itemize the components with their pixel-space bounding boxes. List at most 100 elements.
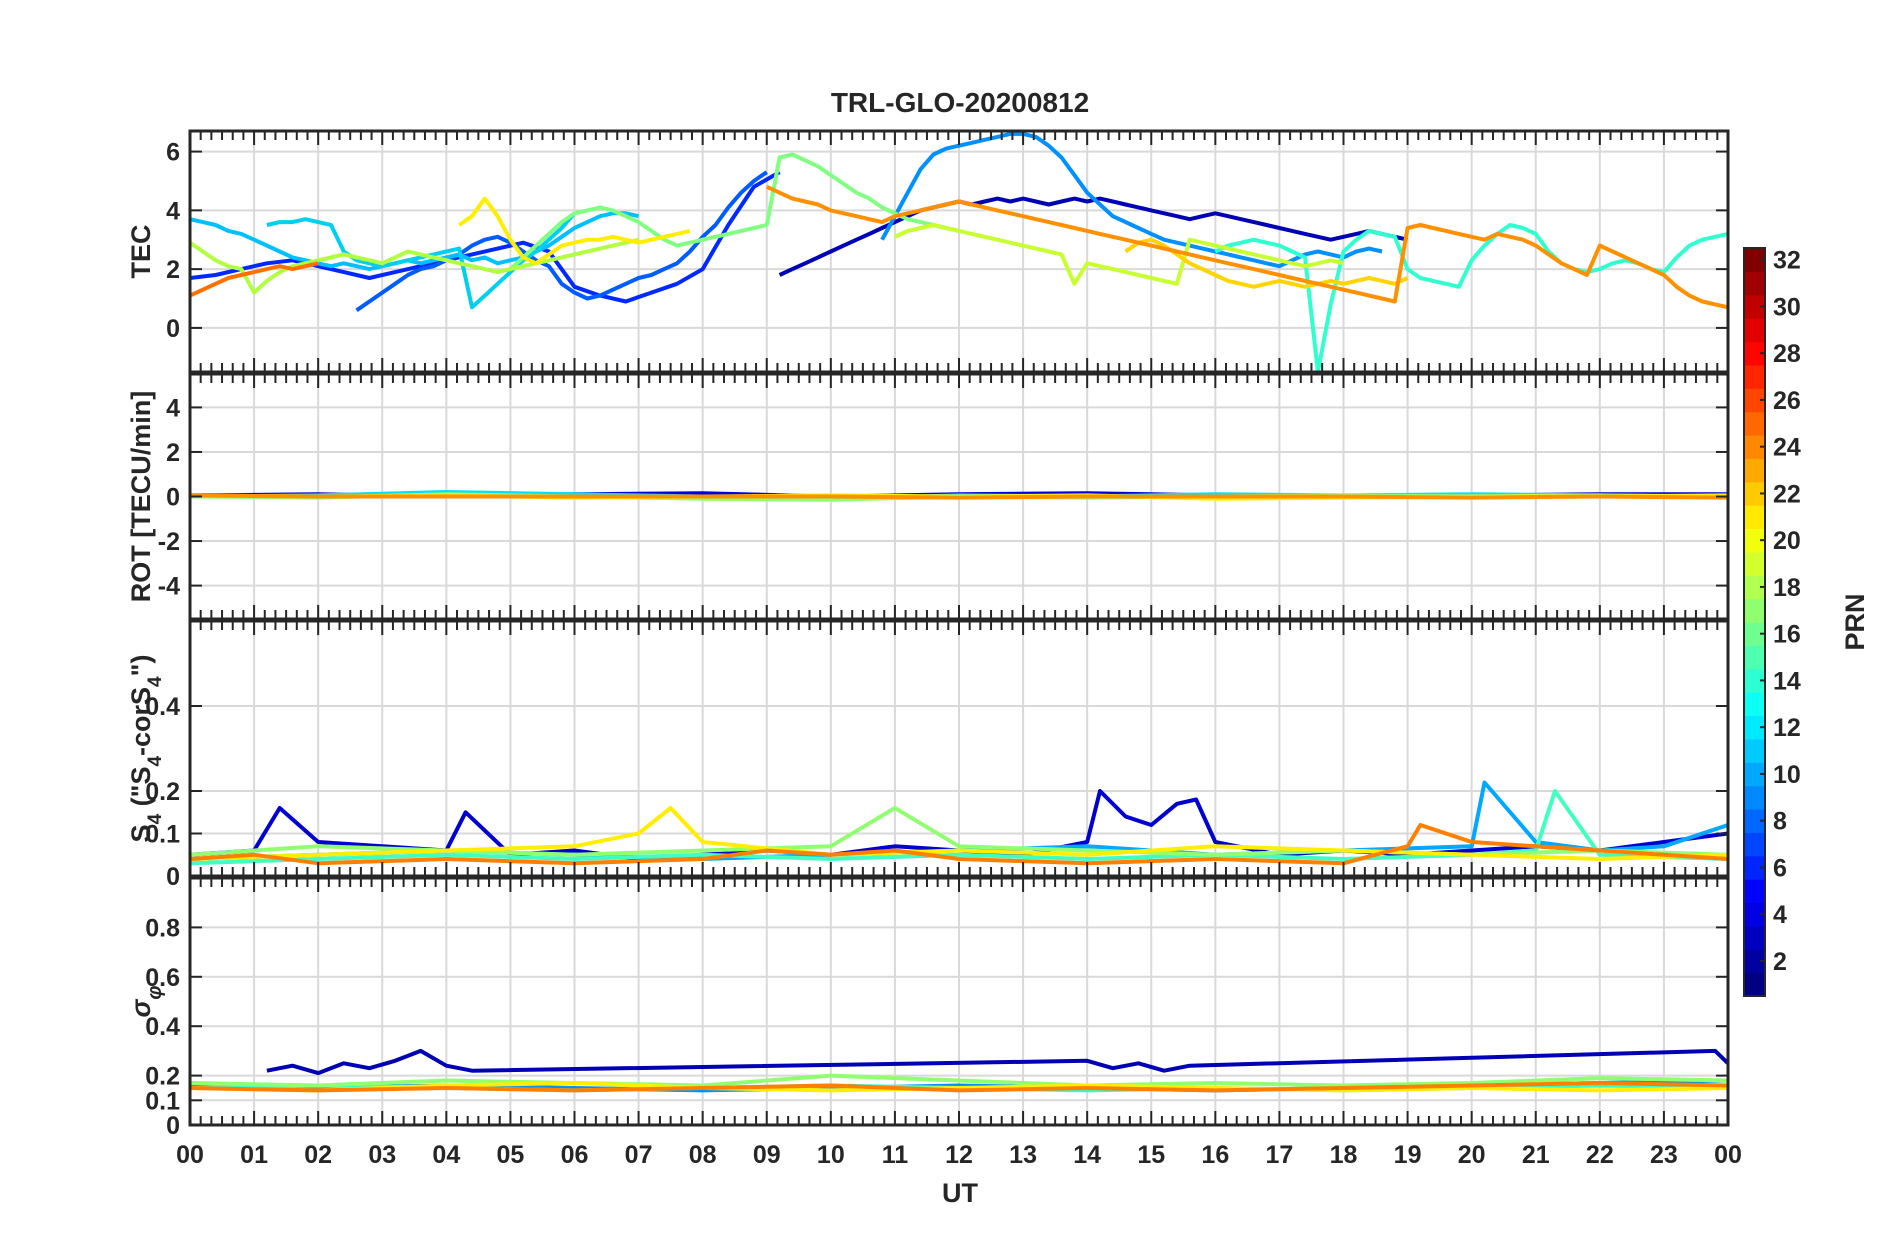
series-line-prn-23: [765, 184, 1728, 310]
series-line-prn-23: [190, 823, 1728, 866]
x-tick-label: 00: [176, 1141, 204, 1169]
y-tick-label: 4: [166, 197, 180, 225]
colorbar-swatch: [1744, 551, 1765, 576]
colorbar-tick-label: 26: [1773, 387, 1801, 415]
x-tick-label: 14: [1073, 1141, 1101, 1169]
y-tick-label: 0: [166, 484, 180, 512]
colorbar-label: PRN: [1840, 593, 1870, 650]
colorbar-swatch: [1744, 341, 1765, 366]
colorbar-swatch: [1744, 809, 1765, 833]
y-tick-label: 2: [166, 256, 180, 284]
colorbar-swatch: [1744, 388, 1765, 413]
colorbar-swatch: [1744, 738, 1765, 763]
colorbar-swatch: [1744, 458, 1765, 483]
y-tick-label: 0: [166, 315, 180, 343]
series-line-prn-18: [894, 223, 1344, 286]
series-line-prn-23: [190, 493, 1728, 500]
plot-frame: [188, 129, 1730, 374]
x-tick-label: 00: [1714, 1141, 1742, 1169]
panel-s4: 0 0.1 0.2 0.4S4 ("S4-corS4"): [126, 619, 1730, 891]
colorbar-swatch: [1744, 364, 1765, 389]
y-tick-label: 0.2: [145, 1063, 180, 1091]
colorbar-swatch: [1744, 528, 1765, 553]
y-tick-label: 4: [166, 394, 180, 422]
x-tick-label: 13: [1009, 1141, 1037, 1169]
series-line-prn-11: [266, 211, 577, 310]
y-tick-label: 0: [166, 863, 180, 891]
y-tick-label: 0.1: [145, 821, 180, 849]
colorbar-tick-label: 2: [1773, 948, 1787, 976]
y-tick-label: 0: [166, 1112, 180, 1140]
series-group: [190, 780, 1728, 866]
panel-tec: 0 2 4 6 TEC: [126, 129, 1730, 374]
x-tick-label: 09: [753, 1141, 781, 1169]
y-tick-label: 0.6: [145, 964, 180, 992]
x-tick-label: 06: [561, 1141, 589, 1169]
series-line-prn-10: [190, 211, 640, 272]
series-line-prn-20: [458, 196, 691, 266]
colorbar-tick-label: 8: [1773, 808, 1787, 836]
x-tick-label: 02: [304, 1141, 332, 1169]
series-group: [190, 131, 1728, 372]
colorbar-tick-label: 10: [1773, 761, 1801, 789]
x-tick-label: 04: [432, 1141, 460, 1169]
colorbar-swatch: [1744, 435, 1765, 459]
colorbar-swatch: [1744, 855, 1765, 880]
x-tick-label: 05: [497, 1141, 525, 1169]
plot-frame: [188, 372, 1730, 621]
series-line-prn-20: [190, 1081, 1728, 1093]
series-line-prn-14: [190, 789, 1728, 866]
series-group: [190, 1048, 1728, 1093]
x-axis: 00 01 02 03 04 05 06 07 08 09 10 11 12 13 14 15 16 17 18 19…: [176, 1141, 1742, 1169]
series-line-prn-8: [880, 131, 1383, 269]
series-line-prn-16: [190, 1073, 1728, 1088]
colorbar-swatch: [1744, 271, 1765, 296]
x-tick-label: 21: [1522, 1141, 1550, 1169]
x-tick-label: 11: [882, 1141, 909, 1169]
plot-frame: [188, 876, 1730, 1127]
colorbar-swatch: [1744, 692, 1765, 717]
colorbar-tick-label: 16: [1773, 621, 1801, 649]
colorbar-swatch: [1744, 832, 1765, 857]
colorbar-swatch: [1744, 622, 1765, 646]
colorbar-tick-label: 14: [1773, 667, 1801, 695]
y-axis-label: ROT [TECU/min]: [126, 391, 156, 602]
colorbar-tick-label: 30: [1773, 293, 1801, 321]
x-tick-label: 16: [1201, 1141, 1229, 1169]
x-axis-label: UT: [942, 1178, 978, 1208]
y-tick-label: 0.1: [145, 1087, 180, 1115]
x-tick-label: 01: [240, 1141, 268, 1169]
y-tick-label: 2: [166, 439, 180, 467]
colorbar-swatch: [1744, 925, 1765, 950]
panel-sigma_phi: 00.10.2 0.4 0.6 0.8 σφ: [126, 876, 1730, 1140]
y-tick-label: 0.4: [145, 1013, 180, 1041]
y-axis-label: S4 ("S4-corS4"): [126, 655, 166, 843]
colorbar-tick-label: 6: [1773, 854, 1787, 882]
series-line-prn-2: [266, 1048, 1728, 1076]
x-tick-label: 12: [945, 1141, 973, 1169]
colorbar-swatch: [1744, 294, 1765, 319]
colorbar-swatch: [1744, 972, 1765, 997]
y-tick-label: 0.8: [145, 914, 180, 942]
colorbar-tick-label: 4: [1773, 901, 1787, 929]
colorbar-frame: [1743, 247, 1766, 997]
chart-title: TRL-GLO-20200812: [831, 87, 1089, 118]
y-tick-label: 0.2: [145, 778, 180, 806]
y-axis-label: TEC: [126, 225, 156, 279]
x-tick-label: 03: [368, 1141, 396, 1169]
series-group: [190, 490, 1728, 502]
x-tick-label: 15: [1137, 1141, 1165, 1169]
series-line-prn-23: [190, 1081, 1728, 1093]
x-tick-label: 19: [1394, 1141, 1422, 1169]
x-tick-label: 23: [1650, 1141, 1678, 1169]
x-tick-label: 22: [1586, 1141, 1614, 1169]
series-line-prn-17: [190, 237, 640, 295]
y-tick-label: 0.4: [145, 693, 180, 721]
colorbar-swatch: [1744, 949, 1765, 974]
colorbar-swatch: [1744, 481, 1765, 506]
colorbar-tick-label: 18: [1773, 574, 1801, 602]
colorbar-swatch: [1744, 645, 1765, 670]
x-tick-label: 10: [817, 1141, 845, 1169]
